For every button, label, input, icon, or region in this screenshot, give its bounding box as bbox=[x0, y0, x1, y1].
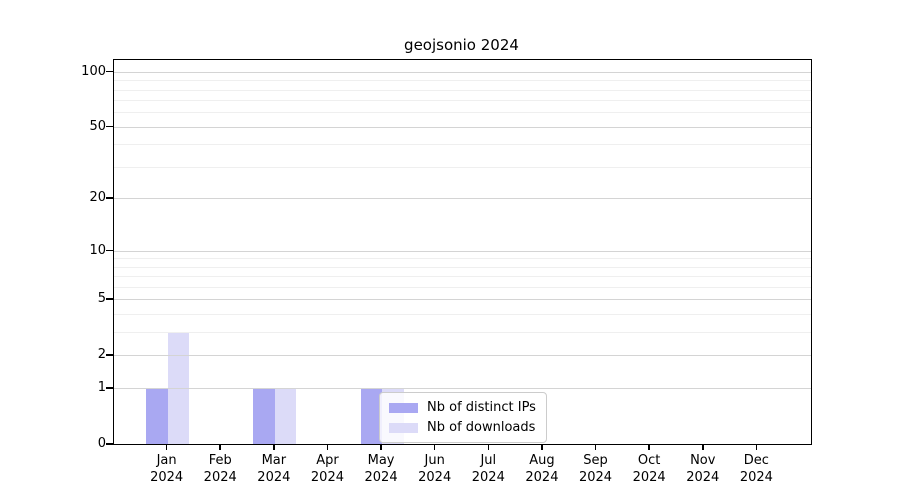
x-tick-mark-jun bbox=[433, 445, 436, 450]
y-tick-label-50: 50 bbox=[89, 118, 106, 134]
y-tick-mark-10 bbox=[106, 249, 113, 252]
x-tick-label-jul: Jul 2024 bbox=[471, 453, 505, 485]
y-tick-label-100: 100 bbox=[81, 63, 106, 79]
y-tick-label-0: 0 bbox=[97, 436, 106, 451]
gridline-2 bbox=[114, 355, 811, 357]
bar-mar-downloads bbox=[274, 388, 297, 444]
gridline-3 bbox=[114, 332, 811, 334]
gridline-50 bbox=[114, 126, 811, 128]
gridline-90 bbox=[114, 80, 811, 82]
y-tick-mark-2 bbox=[106, 354, 113, 356]
x-tick-label-feb: Feb 2024 bbox=[203, 453, 237, 485]
x-tick-label-dec: Dec 2024 bbox=[739, 453, 773, 485]
y-tick-label-5: 5 bbox=[97, 291, 106, 307]
gridline-70 bbox=[114, 100, 811, 102]
gridline-9 bbox=[114, 258, 811, 260]
gridline-1 bbox=[114, 388, 811, 390]
bar-mar-distinct-ips bbox=[253, 388, 275, 444]
legend-label: Nb of downloads bbox=[427, 420, 536, 435]
x-tick-mark-dec bbox=[755, 445, 758, 450]
legend-row: Nb of downloads bbox=[389, 420, 536, 435]
x-tick-mark-jul bbox=[487, 445, 490, 450]
y-tick-mark-20 bbox=[106, 197, 113, 199]
y-tick-label-20: 20 bbox=[89, 190, 106, 206]
x-tick-label-may: May 2024 bbox=[364, 453, 398, 485]
x-tick-label-sep: Sep 2024 bbox=[578, 453, 613, 485]
gridline-5 bbox=[114, 299, 811, 301]
gridline-4 bbox=[114, 314, 811, 316]
chart-title: geojsonio 2024 bbox=[404, 36, 519, 54]
y-tick-label-1: 1 bbox=[97, 380, 106, 396]
x-tick-mark-feb bbox=[219, 445, 221, 450]
legend-label: Nb of distinct IPs bbox=[427, 400, 536, 415]
gridline-80 bbox=[114, 89, 811, 91]
y-tick-mark-1 bbox=[106, 387, 113, 389]
x-tick-mark-apr bbox=[326, 445, 329, 450]
gridline-60 bbox=[114, 112, 811, 114]
gridline-6 bbox=[114, 287, 811, 289]
y-tick-mark-5 bbox=[106, 298, 113, 300]
x-tick-mark-aug bbox=[541, 445, 543, 450]
gridline-30 bbox=[114, 166, 811, 168]
y-tick-label-10: 10 bbox=[89, 242, 106, 258]
y-tick-label-2: 2 bbox=[97, 347, 106, 363]
x-tick-mark-oct bbox=[648, 445, 650, 450]
legend-row: Nb of distinct IPs bbox=[389, 400, 536, 415]
bar-jan-downloads bbox=[167, 332, 190, 444]
x-tick-mark-nov bbox=[702, 445, 704, 450]
y-tick-mark-50 bbox=[106, 125, 113, 128]
x-tick-label-jan: Jan 2024 bbox=[150, 453, 184, 485]
gridline-7 bbox=[114, 276, 811, 278]
y-tick-mark-0 bbox=[106, 443, 113, 445]
x-tick-label-aug: Aug 2024 bbox=[525, 453, 559, 485]
legend-swatch-icon bbox=[389, 422, 418, 433]
gridline-40 bbox=[114, 144, 811, 146]
plot-area: Nb of distinct IPs Nb of downloads bbox=[113, 59, 812, 445]
x-tick-label-oct: Oct 2024 bbox=[632, 453, 666, 485]
x-tick-label-mar: Mar 2024 bbox=[257, 453, 291, 485]
gridline-20 bbox=[114, 198, 811, 200]
x-tick-label-nov: Nov 2024 bbox=[686, 453, 720, 485]
legend: Nb of distinct IPs Nb of downloads bbox=[379, 392, 547, 443]
legend-swatch-icon bbox=[389, 402, 418, 413]
x-tick-mark-jan bbox=[165, 445, 168, 450]
x-tick-label-jun: Jun 2024 bbox=[418, 453, 452, 485]
bar-may-distinct-ips bbox=[360, 388, 383, 444]
x-tick-mark-mar bbox=[273, 445, 275, 450]
y-tick-mark-100 bbox=[106, 70, 113, 73]
gridline-10 bbox=[114, 250, 811, 252]
x-tick-mark-may bbox=[380, 445, 382, 450]
gridline-8 bbox=[114, 266, 811, 268]
gridline-100 bbox=[114, 71, 811, 73]
bar-jan-distinct-ips bbox=[146, 388, 168, 444]
x-tick-label-apr: Apr 2024 bbox=[310, 453, 344, 485]
x-tick-mark-sep bbox=[594, 445, 597, 450]
